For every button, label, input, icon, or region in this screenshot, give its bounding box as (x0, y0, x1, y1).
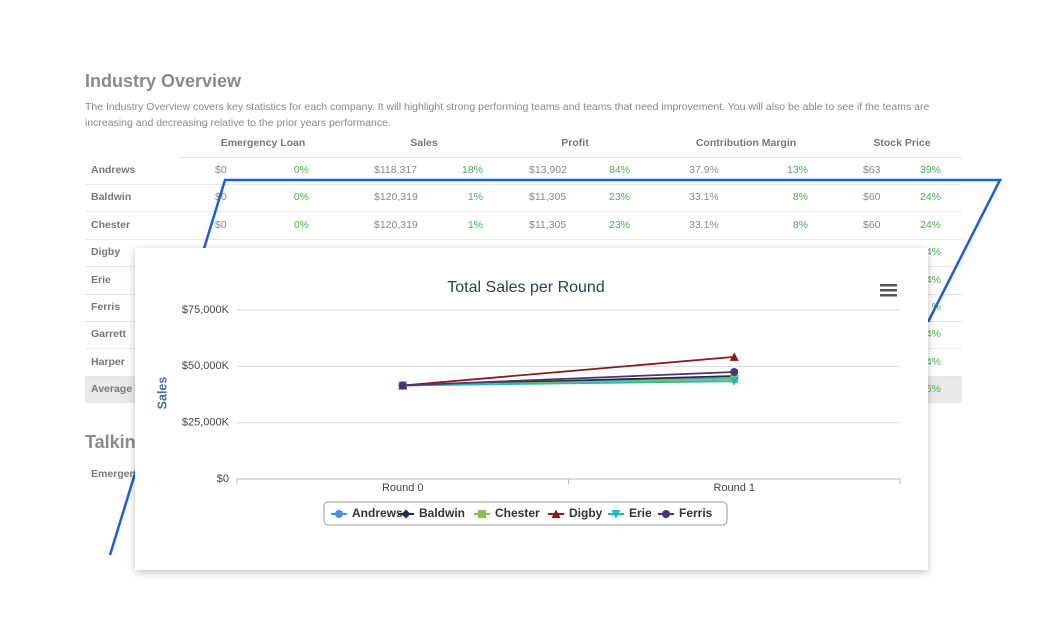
legend-item[interactable]: Baldwin (398, 506, 465, 520)
change-cell: 8% (792, 218, 808, 231)
value-cell: $0 (215, 164, 227, 176)
legend-label: Andrews (352, 506, 403, 520)
change-cell: 13% (786, 164, 808, 176)
legend-marker (401, 509, 411, 519)
change-cell: 1% (467, 191, 483, 204)
data-point (729, 352, 739, 361)
change-cell: 1% (467, 218, 483, 231)
legend-marker (478, 510, 486, 518)
legend-label: Chester (495, 506, 540, 520)
change-cell: 8% (792, 191, 808, 204)
legend-item[interactable]: Digby (548, 506, 603, 520)
change-cell: 4% (925, 355, 941, 368)
value-cell: 37.9% (689, 164, 719, 176)
description: The Industry Overview covers key statist… (85, 101, 930, 129)
value-cell: $60 (863, 191, 881, 204)
value-cell: $0 (215, 218, 227, 231)
value-cell: $11,305 (529, 218, 567, 231)
row-line (85, 184, 962, 185)
row-label: Average (91, 383, 133, 396)
y-tick-label: $25,000K (182, 417, 230, 429)
legend-item[interactable]: Andrews (331, 506, 403, 520)
row-label: Andrews (91, 164, 136, 176)
change-cell: 18% (461, 164, 483, 176)
y-tick-label: $0 (217, 473, 229, 485)
x-tick-label: Round 1 (713, 482, 755, 494)
change-cell: 84% (608, 164, 630, 176)
series-line (402, 380, 735, 387)
change-cell: 0% (293, 218, 309, 231)
legend-label: Baldwin (419, 506, 465, 520)
change-cell: 4% (925, 273, 941, 286)
value-cell: $120,319 (374, 218, 418, 231)
legend-label: Digby (569, 506, 603, 520)
y-tick-label: $75,000K (182, 304, 230, 316)
value-cell: $63 (863, 164, 881, 176)
y-axis-title: Sales (155, 377, 169, 410)
row-label: Digby (91, 246, 121, 259)
data-point (730, 367, 739, 376)
row-label: Garrett (91, 328, 127, 341)
change-cell: 6% (925, 383, 941, 396)
series-line (402, 371, 735, 387)
row-label: Ferris (91, 301, 121, 313)
section-title: Talking (85, 432, 147, 452)
section-title: Industry Overview (85, 71, 242, 91)
x-tick-label: Round 0 (382, 482, 424, 494)
change-cell: 4% (925, 328, 941, 341)
data-point (398, 381, 407, 390)
chart-title: Total Sales per Round (447, 279, 604, 296)
value-cell: $13,902 (529, 164, 567, 176)
row-label: Baldwin (91, 191, 132, 204)
legend-marker (662, 510, 670, 518)
value-cell: $118,317 (374, 164, 418, 176)
change-cell: 39% (919, 164, 941, 176)
legend-label: Ferris (679, 506, 713, 520)
change-cell: 0% (293, 164, 309, 176)
legend-item[interactable]: Ferris (658, 506, 713, 520)
value-cell: $60 (863, 218, 881, 231)
row-label: Harper (91, 355, 125, 368)
change-cell: 23% (608, 218, 630, 231)
legend-marker (335, 510, 343, 518)
menu-icon[interactable] (880, 284, 897, 297)
legend-box (323, 501, 728, 526)
value-cell: 33.1% (689, 218, 719, 231)
legend-marker (551, 509, 561, 518)
value-cell: 33.1% (689, 191, 719, 204)
y-tick-label: $50,000K (182, 360, 230, 372)
header-line (180, 157, 962, 158)
change-cell: 23% (608, 191, 630, 204)
series-line (402, 355, 735, 387)
column-header: Profit (561, 137, 589, 149)
row-label: Chester (91, 218, 131, 231)
legend-item[interactable]: Erie (608, 506, 652, 520)
column-header: Sales (410, 137, 438, 149)
change-cell: 24% (919, 191, 941, 204)
value-cell: $11,305 (529, 191, 567, 204)
legend-label: Erie (629, 506, 652, 520)
value-cell: $120,319 (374, 191, 418, 204)
data-point (729, 377, 739, 386)
legend-marker (611, 510, 621, 519)
column-header: Stock Price (873, 137, 931, 149)
change-cell: 4% (925, 246, 941, 259)
row-line (85, 211, 962, 213)
change-cell: 24% (919, 218, 941, 231)
change-cell: 0% (293, 191, 309, 204)
legend-item[interactable]: Chester (474, 506, 540, 520)
column-label: Emergenc (91, 468, 142, 480)
row-label: Erie (91, 273, 111, 286)
column-header: Contribution Margin (695, 137, 797, 149)
column-header: Emergency Loan (220, 137, 306, 149)
row-line (85, 238, 962, 240)
